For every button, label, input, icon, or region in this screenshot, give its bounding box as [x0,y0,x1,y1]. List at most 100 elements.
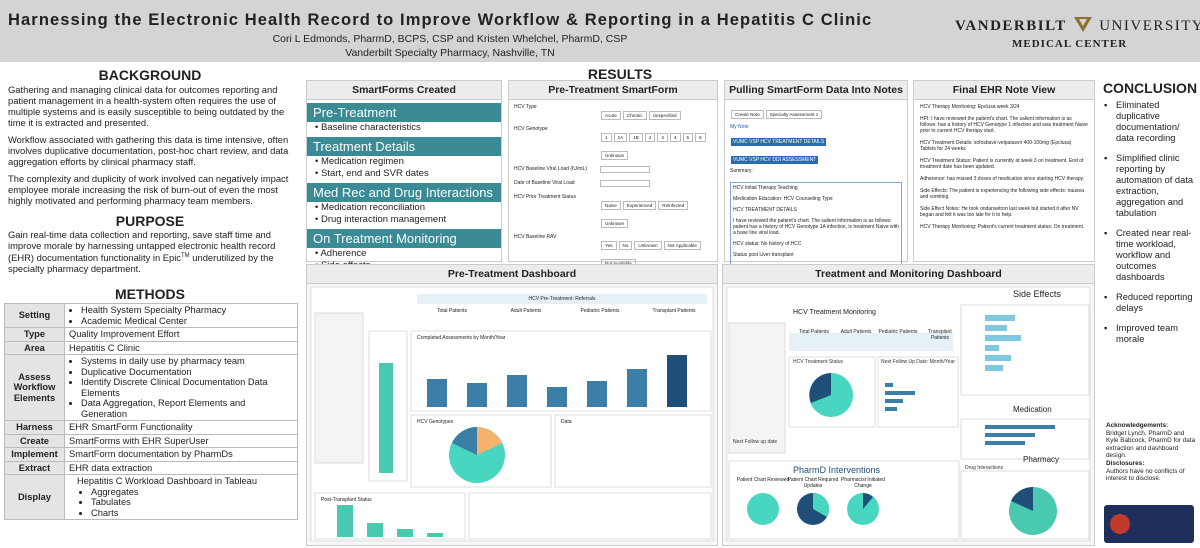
section-heading: RESULTS [587,66,653,82]
field: Date of Baseline Viral Load [514,180,712,190]
conclusion-item: Created near real-time workload, workflo… [1104,228,1198,283]
text: EHR data extraction [69,462,153,473]
authors: Cori L Edmonds, PharmD, BCPS, CSP and Kr… [272,33,628,45]
row-content: Hepatitis C Workload Dashboard in Tablea… [64,474,298,520]
conclusion-item: Eliminated duplicative documentation/ da… [1104,100,1198,144]
list-item: Aggregates [91,487,293,498]
paragraph: The complexity and duplicity of work inv… [8,173,289,206]
option-button: Unknown [634,241,662,250]
section-header: Med Rec and Drug Interactions [307,183,501,202]
option-button: 5 [682,133,694,142]
input [600,166,650,173]
kpi-label: Pediatric Patients [878,329,918,335]
conclusion-item: Reduced reporting delays [1104,292,1198,314]
field-label: HCV Prior Treatment Status [514,194,576,200]
field-label: HCV Type [514,104,537,110]
field-options: Naive Experienced Reinfected Unknown [600,194,712,230]
kpi-label: Transplant Patients [652,308,696,314]
text: SmartForm documentation by PharmDs [69,449,233,459]
panel-label: Next Follow up date [733,439,778,445]
panel-label: Completed Assessments by Month/Year [417,335,506,341]
row-label: Extract [4,460,65,475]
text: underutilized by the specialty pharmacy … [8,252,274,275]
tags: VUMC VSP HCV TREATMENT DETAILS VUMC VSP H… [730,130,902,166]
text: SmartForms with EHR SuperUser [69,435,209,446]
intervention-label: Patient Chart Required Updates [787,477,839,489]
panel-title: Final EHR Note View [914,81,1094,100]
section-header: Treatment Details [307,137,501,156]
note-body: HCV Initial Therapy Teaching Medication E… [730,182,902,270]
field: HCV Genotype 1 1A 1B 2 3 4 5 6 Unknown [514,126,712,162]
row-content: Hepatitis C Clinic [64,340,298,355]
input [600,180,650,187]
logo: VANDERBILT UNIVERSITY [955,15,1200,35]
note-line: HCV status: No history of HCC [733,241,802,247]
row-content: Health System Specialty PharmacyAcademic… [64,303,298,328]
note-line: HCV Therapy Monitoring: Patient's curren… [920,224,1085,230]
summary-label: Summary: [730,168,753,174]
section-header: On Treatment Monitoring [307,229,501,248]
row-label: Type [4,327,65,342]
option-button: Acute [601,111,621,120]
badge [1104,505,1194,543]
note-line: I have reviewed the patient's chart. The… [733,218,899,236]
option-button: 4 [669,133,681,142]
toolbar-button: Specialty Assessment 1 [765,110,823,119]
section-item: • Start, end and SVR dates [315,168,429,179]
table-row: Implement SmartForm documentation by Phar… [4,447,298,462]
intervention-label: Patient Chart Reviewed [736,477,790,483]
text: Quality Improvement Effort [69,329,180,339]
option-button: 6 [695,133,706,142]
list-item: Identify Discrete Clinical Documentation… [81,377,293,398]
tag: VUMC VSP HCV TREATMENT DETAILS [731,138,827,146]
list-item: Data Aggregation, Report Elements and Ge… [81,398,293,419]
option-button: Reinfected [658,201,689,210]
panel-title: Pre-Treatment SmartForm [509,81,717,100]
note-line: Side Effects: The patient is experiencin… [920,188,1084,200]
section-item: • Adherence [315,248,367,259]
panel-label: Data [561,419,572,425]
list-item: Duplicative Documentation [81,367,293,378]
note-line: HCV Treatment Status: Patient is current… [920,158,1084,170]
field: HCV Prior Treatment Status Naive Experienc… [514,194,712,230]
row-content: SmartForms with EHR SuperUser [64,433,298,448]
section-item: • Baseline characteristics [315,122,421,133]
note-line: Status post Liver transplant [733,252,794,258]
panel-label: Drug Interactions [965,465,1004,471]
note-line: Side Effect Notes: He took ondansetron l… [920,206,1079,218]
section-heading: CONCLUSION [1102,80,1198,96]
dashboard-graphic [310,286,714,542]
option-button: 1A [613,133,628,142]
option-button: Yes [601,241,617,250]
kpi-label: Transplant Patients [928,329,952,341]
table-row: Area Hepatitis C Clinic [4,340,298,355]
note-line: HCV Initial Therapy Teaching [733,185,798,191]
kpi-label: Adult Patients [510,308,542,314]
note-line: HPI: I have reviewed the patient's chart… [920,116,1088,134]
note-line: Medication Education: HCV Counseling Typ… [733,196,833,202]
panel-label: Side Effects [1013,289,1061,299]
list: Health System Specialty PharmacyAcademic… [69,305,293,326]
option-button: Experienced [622,201,657,210]
logo-subtitle: MEDICAL CENTER [1012,38,1128,50]
logo-word: VANDERBILT [955,18,1067,34]
option-button: Chronic [622,111,647,120]
option-button: 3 [657,133,668,142]
heading: Disclosures: [1106,459,1145,467]
row-label: Area [4,340,65,355]
kpi-label: Adult Patients [840,329,872,335]
affiliation: Vanderbilt Specialty Pharmacy, Nashville… [345,47,555,59]
note: Create Note Specialty Assessment 1 My Note… [725,100,907,273]
paragraph: Workflow associated with gathering this … [8,134,289,167]
monitoring-dashboard: Treatment and Monitoring Dashboard HCV T… [722,264,1095,546]
purpose-text: Gain real-time data collection and repor… [8,229,298,274]
row-content: EHR SmartForm Functionality [64,420,298,435]
section-header: Pre-Treatment [307,103,501,122]
list: AggregatesTabulatesCharts [69,487,293,519]
kpi-label: Total Patients [798,329,830,335]
row-label: Create [4,433,65,448]
note-line: HCV Therapy Monitoring: Epclusa week 3/2… [920,104,1020,110]
dashboard-banner: HCV Treatment Monitoring [793,309,876,316]
field: HCV Baseline RAV Yes No Unknown Not Applicab… [514,234,712,270]
